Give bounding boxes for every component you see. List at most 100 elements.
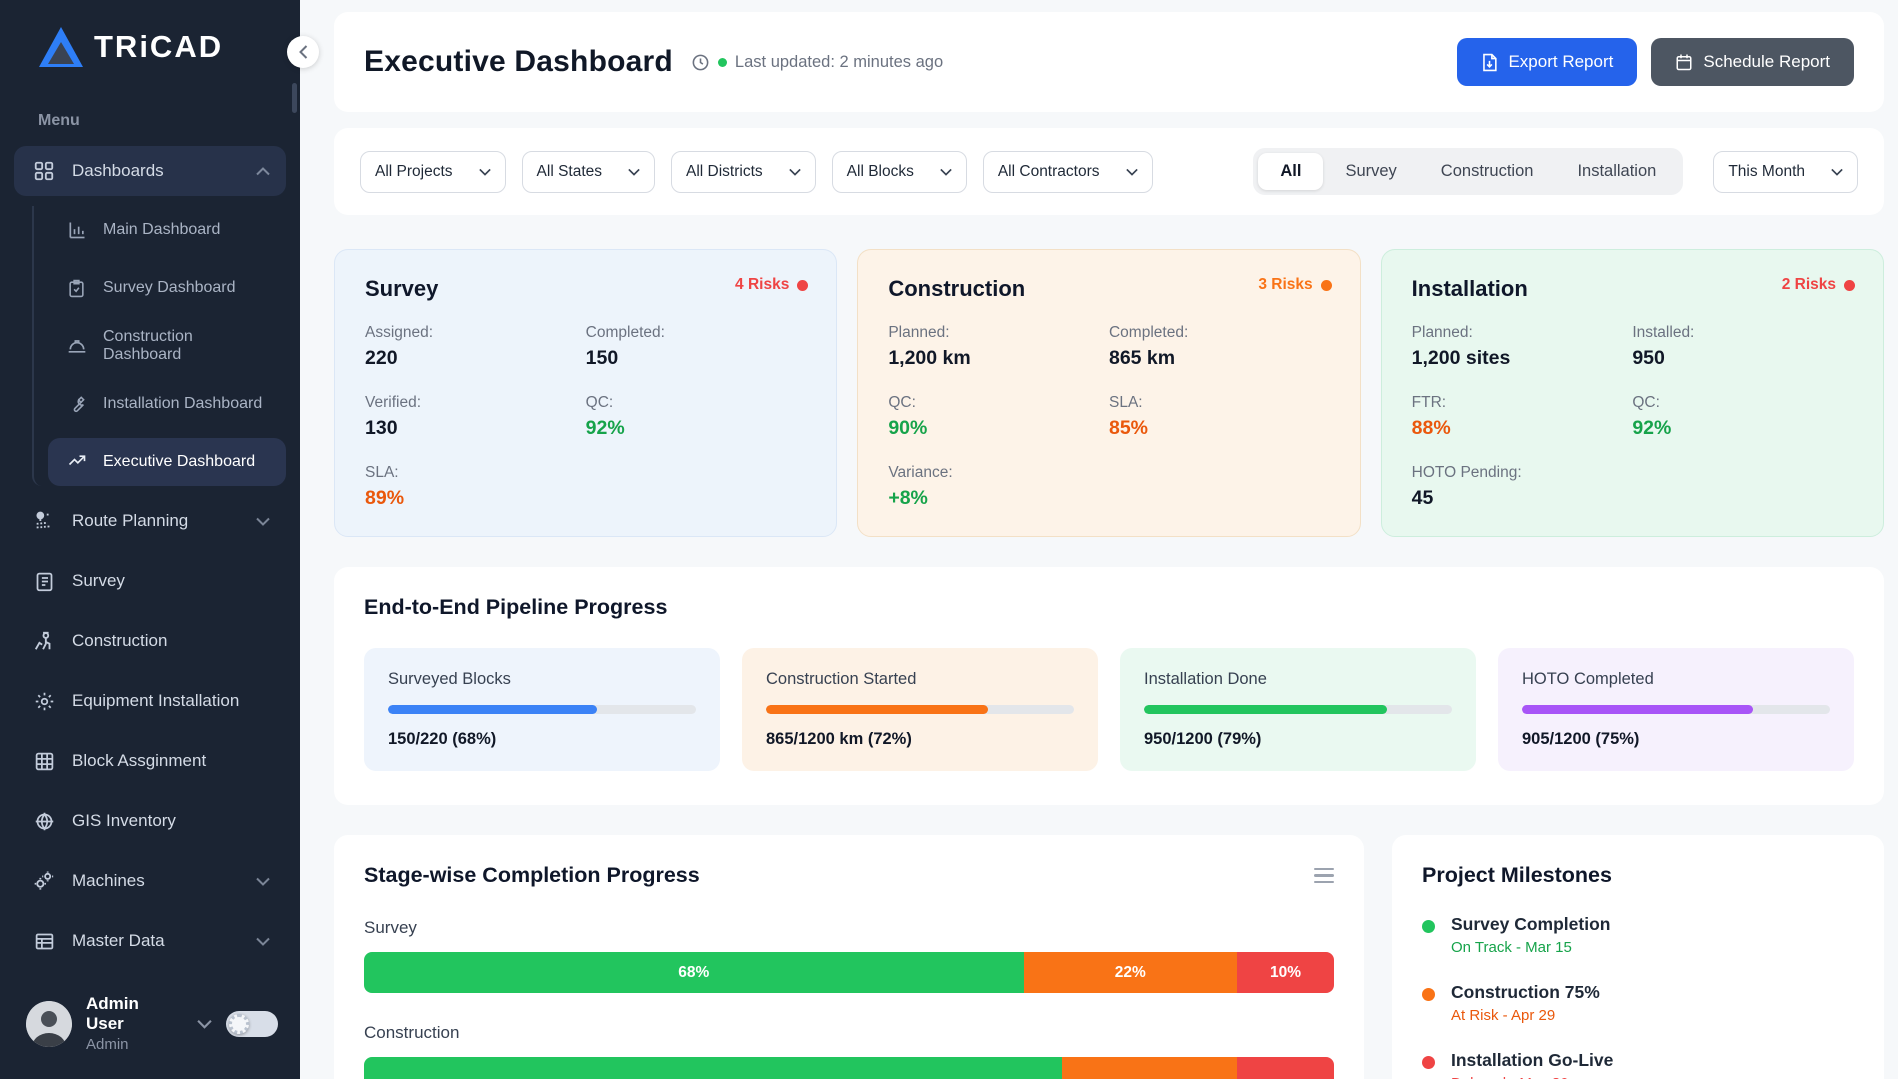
stat-label: Planned:	[1412, 324, 1633, 342]
stat: SLA:85%	[1109, 394, 1330, 440]
milestone-title: Survey Completion	[1451, 914, 1610, 935]
states-select-value: All States	[537, 163, 602, 181]
user-menu[interactable]: Admin User Admin	[0, 982, 300, 1065]
progress-track	[766, 705, 1074, 714]
progress-fill	[766, 705, 988, 714]
milestone-title: Construction 75%	[1451, 982, 1600, 1003]
period-select-value: This Month	[1728, 163, 1805, 181]
pipeline-card-hoto-completed: HOTO Completed 905/1200 (75%)	[1498, 648, 1854, 771]
pipeline-card-installation-done: Installation Done 950/1200 (79%)	[1120, 648, 1476, 771]
milestone-dot-icon	[1422, 988, 1435, 1001]
stat-value: 92%	[586, 417, 807, 440]
installation-kpi-card: Installation 2 Risks Planned:1,200 sites…	[1381, 249, 1884, 537]
wrench-icon	[66, 394, 87, 415]
grid-table-icon	[32, 749, 56, 773]
sidebar-item-installation-dashboard[interactable]: Installation Dashboard	[48, 380, 286, 428]
user-name: Admin User	[86, 994, 179, 1034]
tab-construction[interactable]: Construction	[1419, 153, 1556, 190]
sidebar-scrollbar-thumb[interactable]	[292, 83, 297, 113]
bar-segment: 68%	[364, 952, 1024, 993]
sidebar-item-route-planning[interactable]: Route Planning	[14, 496, 286, 546]
sidebar-item-construction-dashboard[interactable]: Construction Dashboard	[48, 322, 286, 370]
progress-fill	[388, 705, 597, 714]
chevron-down-icon	[197, 1019, 212, 1029]
stat: Variance:+8%	[888, 464, 1109, 510]
sidebar-item-block-assignment[interactable]: Block Assginment	[14, 736, 286, 786]
pipeline-card-surveyed-blocks: Surveyed Blocks 150/220 (68%)	[364, 648, 720, 771]
filters-right-group: All Survey Construction Installation Thi…	[1253, 148, 1858, 195]
projects-select[interactable]: All Projects	[360, 151, 506, 193]
tab-survey[interactable]: Survey	[1323, 153, 1418, 190]
file-download-icon	[1481, 53, 1498, 72]
stage-progress-header: Stage-wise Completion Progress	[364, 863, 1334, 888]
kpi-stats: Assigned:220 Completed:150 Verified:130 …	[365, 324, 806, 510]
contractors-select[interactable]: All Contractors	[983, 151, 1153, 193]
stacked-bar-construction	[364, 1057, 1334, 1079]
progress-track	[1522, 705, 1830, 714]
sidebar-item-construction[interactable]: Construction	[14, 616, 286, 666]
blocks-select[interactable]: All Blocks	[832, 151, 967, 193]
sidebar-item-label: Construction Dashboard	[103, 328, 270, 364]
sidebar-item-survey-dashboard[interactable]: Survey Dashboard	[48, 264, 286, 312]
kpi-stats: Planned:1,200 sites Installed:950 FTR:88…	[1412, 324, 1853, 510]
logo-triangle-icon	[38, 26, 84, 68]
sidebar-nav: Dashboards Main Dashboard Survey Dashboa…	[0, 130, 300, 966]
sidebar-item-dashboards[interactable]: Dashboards	[14, 146, 286, 196]
stat-value: 89%	[365, 487, 586, 510]
sidebar-item-equipment-installation[interactable]: Equipment Installation	[14, 676, 286, 726]
projects-select-value: All Projects	[375, 163, 453, 181]
header-actions: Export Report Schedule Report	[1457, 38, 1854, 86]
schedule-report-button[interactable]: Schedule Report	[1651, 38, 1854, 86]
sidebar-item-master-data[interactable]: Master Data	[14, 916, 286, 966]
stage-progress-section: Stage-wise Completion Progress Survey 68…	[334, 835, 1364, 1079]
chevron-down-icon	[256, 937, 270, 946]
calendar-icon	[1675, 53, 1693, 71]
sidebar-item-label: Survey	[72, 571, 125, 591]
bar-segment: 10%	[1237, 952, 1334, 993]
sidebar-item-label: Executive Dashboard	[103, 453, 255, 471]
tab-installation[interactable]: Installation	[1555, 153, 1678, 190]
stat: Verified:130	[365, 394, 586, 440]
milestone-title: Installation Go-Live	[1451, 1050, 1613, 1071]
stat-value: 45	[1412, 487, 1633, 510]
period-select[interactable]: This Month	[1713, 151, 1858, 193]
theme-toggle[interactable]	[226, 1011, 278, 1037]
sidebar-collapse-button[interactable]	[287, 36, 319, 68]
sidebar-item-main-dashboard[interactable]: Main Dashboard	[48, 206, 286, 254]
states-select[interactable]: All States	[522, 151, 655, 193]
stat-value: 88%	[1412, 417, 1633, 440]
stat: QC:92%	[1632, 394, 1853, 440]
pipeline-card-value: 865/1200 km (72%)	[766, 730, 1074, 749]
pipeline-card-label: Construction Started	[766, 670, 1074, 689]
blocks-select-value: All Blocks	[847, 163, 914, 181]
bottom-row: Stage-wise Completion Progress Survey 68…	[334, 835, 1884, 1079]
kpi-cards-row: Survey 4 Risks Assigned:220 Completed:15…	[334, 249, 1884, 537]
chevron-up-icon	[256, 167, 270, 176]
stat-value: 90%	[888, 417, 1109, 440]
user-info: Admin User Admin	[86, 994, 179, 1053]
avatar	[26, 1001, 72, 1047]
stat-value: 865 km	[1109, 347, 1330, 370]
sidebar-item-label: Main Dashboard	[103, 221, 220, 239]
stat-label: Variance:	[888, 464, 1109, 482]
stat-label: QC:	[1632, 394, 1853, 412]
sidebar-item-machines[interactable]: Machines	[14, 856, 286, 906]
user-role: Admin	[86, 1036, 179, 1053]
survey-kpi-card: Survey 4 Risks Assigned:220 Completed:15…	[334, 249, 837, 537]
chart-menu-icon[interactable]	[1314, 864, 1334, 888]
milestone-dot-icon	[1422, 920, 1435, 933]
chevron-down-icon	[940, 168, 952, 176]
globe-gear-icon	[32, 809, 56, 833]
pipeline-cards: Surveyed Blocks 150/220 (68%) Constructi…	[364, 648, 1854, 771]
districts-select[interactable]: All Districts	[671, 151, 816, 193]
milestone-status: On Track - Mar 15	[1451, 939, 1610, 956]
tab-all[interactable]: All	[1258, 153, 1323, 190]
export-report-button[interactable]: Export Report	[1457, 38, 1637, 86]
sidebar-item-executive-dashboard[interactable]: Executive Dashboard	[48, 438, 286, 486]
pipeline-card-value: 950/1200 (79%)	[1144, 730, 1452, 749]
sidebar: TRiCAD Menu Dashboards Main Dashboard	[0, 0, 300, 1079]
pipeline-card-construction-started: Construction Started 865/1200 km (72%)	[742, 648, 1098, 771]
sidebar-item-survey[interactable]: Survey	[14, 556, 286, 606]
milestone-dot-icon	[1422, 1056, 1435, 1069]
sidebar-item-gis-inventory[interactable]: GIS Inventory	[14, 796, 286, 846]
